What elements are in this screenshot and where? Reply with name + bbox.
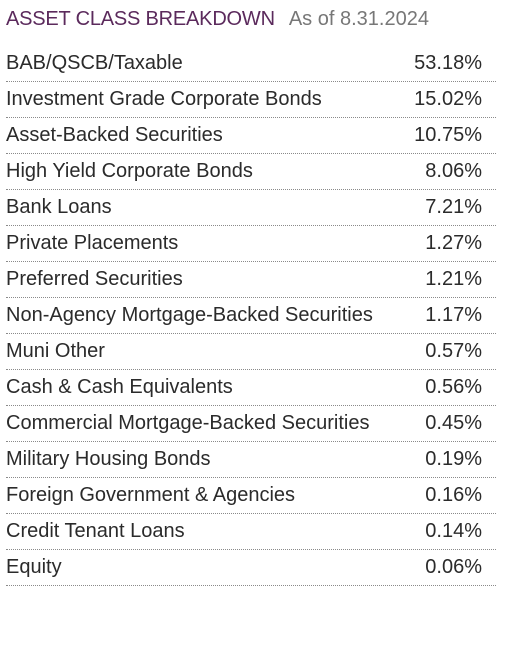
row-label: Military Housing Bonds: [6, 448, 211, 470]
row-label: Equity: [6, 556, 62, 578]
row-value: 0.57%: [425, 340, 482, 362]
table-row: Credit Tenant Loans 0.14%: [6, 514, 496, 550]
row-value: 1.21%: [425, 268, 482, 290]
table-row: Private Placements 1.27%: [6, 226, 496, 262]
table-row: Military Housing Bonds 0.19%: [6, 442, 496, 478]
row-label: Muni Other: [6, 340, 105, 362]
table-row: Non-Agency Mortgage-Backed Securities 1.…: [6, 298, 496, 334]
row-value: 10.75%: [414, 124, 482, 146]
row-label: Private Placements: [6, 232, 179, 254]
row-value: 7.21%: [425, 196, 482, 218]
asset-class-panel: ASSET CLASS BREAKDOWN As of 8.31.2024 BA…: [6, 0, 502, 586]
row-value: 0.06%: [425, 556, 482, 578]
row-value: 0.14%: [425, 520, 482, 542]
row-value: 8.06%: [425, 160, 482, 182]
row-value: 1.17%: [425, 304, 482, 326]
row-label: Non-Agency Mortgage-Backed Securities: [6, 304, 373, 326]
row-label: Commercial Mortgage-Backed Securities: [6, 412, 370, 434]
table-row: BAB/QSCB/Taxable 53.18%: [6, 46, 496, 82]
row-label: BAB/QSCB/Taxable: [6, 52, 183, 74]
row-label: Preferred Securities: [6, 268, 183, 290]
row-label: Credit Tenant Loans: [6, 520, 185, 542]
row-label: Cash & Cash Equivalents: [6, 376, 233, 398]
row-value: 0.56%: [425, 376, 482, 398]
table-row: Preferred Securities 1.21%: [6, 262, 496, 298]
row-value: 0.45%: [425, 412, 482, 434]
table-row: Asset-Backed Securities 10.75%: [6, 118, 496, 154]
panel-header: ASSET CLASS BREAKDOWN As of 8.31.2024: [6, 8, 502, 38]
row-value: 1.27%: [425, 232, 482, 254]
table-row: Bank Loans 7.21%: [6, 190, 496, 226]
row-label: Bank Loans: [6, 196, 112, 218]
row-label: Investment Grade Corporate Bonds: [6, 88, 322, 110]
table-row: Muni Other 0.57%: [6, 334, 496, 370]
row-value: 53.18%: [414, 52, 482, 74]
row-value: 0.19%: [425, 448, 482, 470]
table-row: Cash & Cash Equivalents 0.56%: [6, 370, 496, 406]
table-row: Foreign Government & Agencies 0.16%: [6, 478, 496, 514]
table-row: Equity 0.06%: [6, 550, 496, 586]
table-row: Investment Grade Corporate Bonds 15.02%: [6, 82, 496, 118]
as-of-date: As of 8.31.2024: [288, 8, 429, 30]
row-value: 15.02%: [414, 88, 482, 110]
table-row: High Yield Corporate Bonds 8.06%: [6, 154, 496, 190]
row-label: Asset-Backed Securities: [6, 124, 223, 146]
row-label: High Yield Corporate Bonds: [6, 160, 253, 182]
panel-title: ASSET CLASS BREAKDOWN: [6, 8, 275, 30]
row-value: 0.16%: [425, 484, 482, 506]
asset-class-table: BAB/QSCB/Taxable 53.18% Investment Grade…: [6, 46, 496, 586]
table-row: Commercial Mortgage-Backed Securities 0.…: [6, 406, 496, 442]
row-label: Foreign Government & Agencies: [6, 484, 296, 506]
